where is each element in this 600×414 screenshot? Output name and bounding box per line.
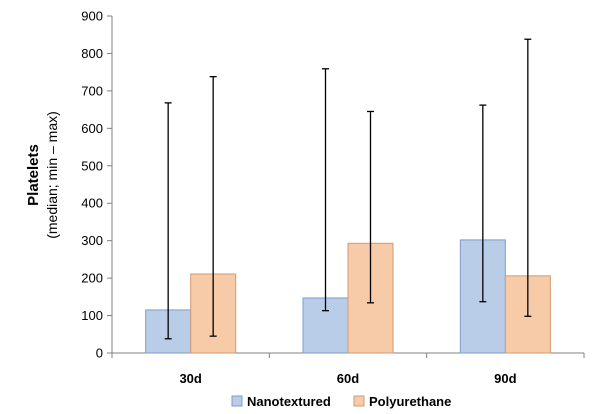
- y-axis-label: Platelets: [25, 144, 42, 206]
- y-tick-label: 700: [81, 83, 103, 98]
- y-axis-sublabel: (median; min – max): [44, 111, 60, 239]
- y-tick-label: 500: [81, 158, 103, 173]
- x-tick-label: 90d: [494, 371, 516, 386]
- y-tick-label: 100: [81, 308, 103, 323]
- x-tick-label: 30d: [179, 371, 201, 386]
- y-axis-subtitle: (median; min – max): [44, 111, 60, 239]
- y-tick-label: 200: [81, 271, 103, 286]
- x-tick-label: 60d: [337, 371, 359, 386]
- y-axis-title: Platelets: [25, 144, 42, 206]
- legend-label: Nanotextured: [247, 394, 331, 409]
- legend-swatch: [231, 395, 243, 407]
- y-tick-label: 400: [81, 196, 103, 211]
- y-tick-label: 800: [81, 46, 103, 61]
- y-tick-label: 0: [96, 346, 103, 361]
- y-tick-label: 300: [81, 233, 103, 248]
- plot-area: 0 100 200 300 400 500 600 700 800 900 30d 60d 90d: [81, 9, 585, 386]
- y-tick-label: 900: [81, 9, 103, 24]
- y-tick-label: 600: [81, 121, 103, 136]
- legend: Nanotextured Polyurethane: [231, 394, 451, 409]
- legend-swatch: [353, 395, 365, 407]
- legend-label: Polyurethane: [369, 394, 451, 409]
